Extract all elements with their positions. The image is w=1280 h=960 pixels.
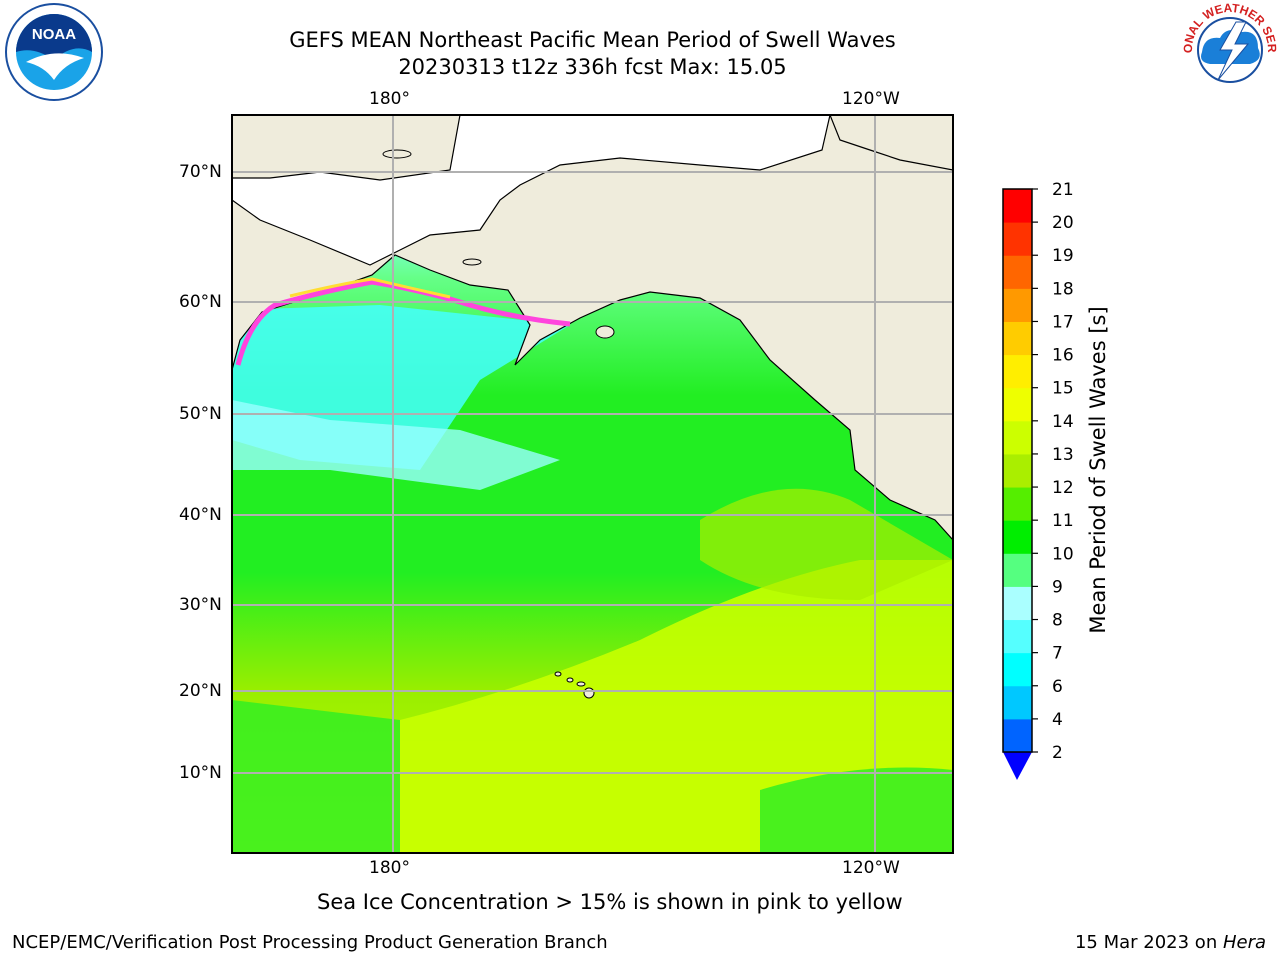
colorbar-segment bbox=[1003, 553, 1032, 587]
sea-ice-edge-yellow bbox=[289, 277, 451, 299]
land-canadian-arctic bbox=[829, 115, 953, 171]
ocean-mid-period-region bbox=[700, 488, 953, 600]
colorbar-segment bbox=[1003, 520, 1032, 554]
colorbar-segment bbox=[1003, 222, 1032, 256]
lat-label-10n: 10°N bbox=[179, 763, 222, 783]
island-hawaii-1 bbox=[554, 671, 562, 677]
ocean-light-cyan-region bbox=[232, 400, 560, 490]
lon-label-top-180: 180° bbox=[369, 89, 410, 109]
colorbar-tick-label: 11 bbox=[1052, 511, 1074, 531]
sea-ice-note: Sea Ice Concentration > 15% is shown in … bbox=[317, 890, 903, 914]
footer-right: 15 Mar 2023 on Hera bbox=[1075, 932, 1266, 953]
colorbar-tick-label: 17 bbox=[1052, 312, 1074, 332]
colorbar-segment bbox=[1003, 453, 1032, 488]
sea-ice-edge bbox=[235, 279, 571, 366]
lon-label-bottom-120w: 120°W bbox=[842, 858, 900, 878]
lat-label-30n: 30°N bbox=[179, 595, 222, 615]
colorbar-segment bbox=[1003, 652, 1032, 687]
island-wrangel bbox=[382, 149, 412, 159]
colorbar-segment bbox=[1003, 487, 1032, 521]
colorbar-tick-label: 15 bbox=[1052, 379, 1074, 399]
land-siberia bbox=[232, 115, 461, 181]
map-title-line-1: GEFS MEAN Northeast Pacific Mean Period … bbox=[289, 28, 896, 52]
colorbar-extend-triangle bbox=[1003, 752, 1032, 780]
colorbar-segment bbox=[1003, 321, 1032, 356]
colorbar-tick-label: 10 bbox=[1052, 544, 1074, 564]
colorbar-segment bbox=[1003, 387, 1032, 422]
island-hawaii-2 bbox=[566, 677, 574, 683]
colorbar-segment bbox=[1003, 255, 1032, 289]
colorbar-segment bbox=[1003, 354, 1032, 389]
colorbar-tick-label: 9 bbox=[1052, 577, 1063, 597]
colorbar-tick-label: 12 bbox=[1052, 478, 1074, 498]
lat-label-70n: 70°N bbox=[179, 162, 222, 182]
colorbar-segment bbox=[1003, 288, 1032, 322]
colorbar-tick-label: 13 bbox=[1052, 445, 1074, 465]
lat-label-20n: 20°N bbox=[179, 681, 222, 701]
colorbar-frame bbox=[1002, 188, 1033, 753]
map-title-line-2: 20230313 t12z 336h fcst Max: 15.05 bbox=[398, 55, 787, 79]
footer-left: NCEP/EMC/Verification Post Processing Pr… bbox=[12, 932, 608, 953]
colorbar-label: Mean Period of Swell Waves [s] bbox=[1086, 306, 1110, 634]
colorbar-segment bbox=[1003, 586, 1032, 621]
colorbar-tick-label: 18 bbox=[1052, 279, 1074, 299]
colorbar-segment bbox=[1003, 619, 1032, 654]
map-frame bbox=[231, 114, 954, 854]
island-st-lawrence bbox=[462, 258, 482, 266]
colorbar-segment bbox=[1003, 718, 1032, 753]
noaa-logo: NOAA bbox=[5, 3, 103, 101]
colorbar-tick-label: 21 bbox=[1052, 180, 1074, 200]
colorbar-tick-label: 6 bbox=[1052, 677, 1063, 697]
ocean-southeast-region bbox=[760, 767, 953, 853]
colorbar-tick-label: 4 bbox=[1052, 710, 1063, 730]
colorbar-tick-label: 2 bbox=[1052, 743, 1063, 763]
colorbar-tick-label: 20 bbox=[1052, 213, 1074, 233]
lat-label-50n: 50°N bbox=[179, 404, 222, 424]
footer-date: 15 Mar 2023 on bbox=[1074, 932, 1223, 953]
footer-host: Hera bbox=[1222, 932, 1266, 953]
colorbar-tick-label: 19 bbox=[1052, 246, 1074, 266]
nws-logo: NATIONAL WEATHER SERVICE bbox=[1180, 0, 1279, 96]
ocean-southwest-region bbox=[232, 700, 400, 853]
lon-label-bottom-180: 180° bbox=[369, 858, 410, 878]
colorbar-segment bbox=[1003, 420, 1032, 455]
graticule bbox=[232, 115, 953, 853]
island-kodiak bbox=[595, 325, 615, 339]
colorbar-tick-label: 14 bbox=[1052, 412, 1074, 432]
lat-label-40n: 40°N bbox=[179, 505, 222, 525]
colorbar-tick-label: 7 bbox=[1052, 644, 1063, 664]
lon-label-top-120w: 120°W bbox=[842, 89, 900, 109]
colorbar-segment bbox=[1003, 685, 1032, 720]
lat-label-60n: 60°N bbox=[179, 292, 222, 312]
colorbar-tick-label: 16 bbox=[1052, 346, 1074, 366]
colorbar-tick-label: 8 bbox=[1052, 611, 1063, 631]
island-hawaii-3 bbox=[576, 681, 586, 687]
noaa-logo-text: NOAA bbox=[32, 26, 76, 43]
colorbar-segment bbox=[1003, 189, 1032, 223]
